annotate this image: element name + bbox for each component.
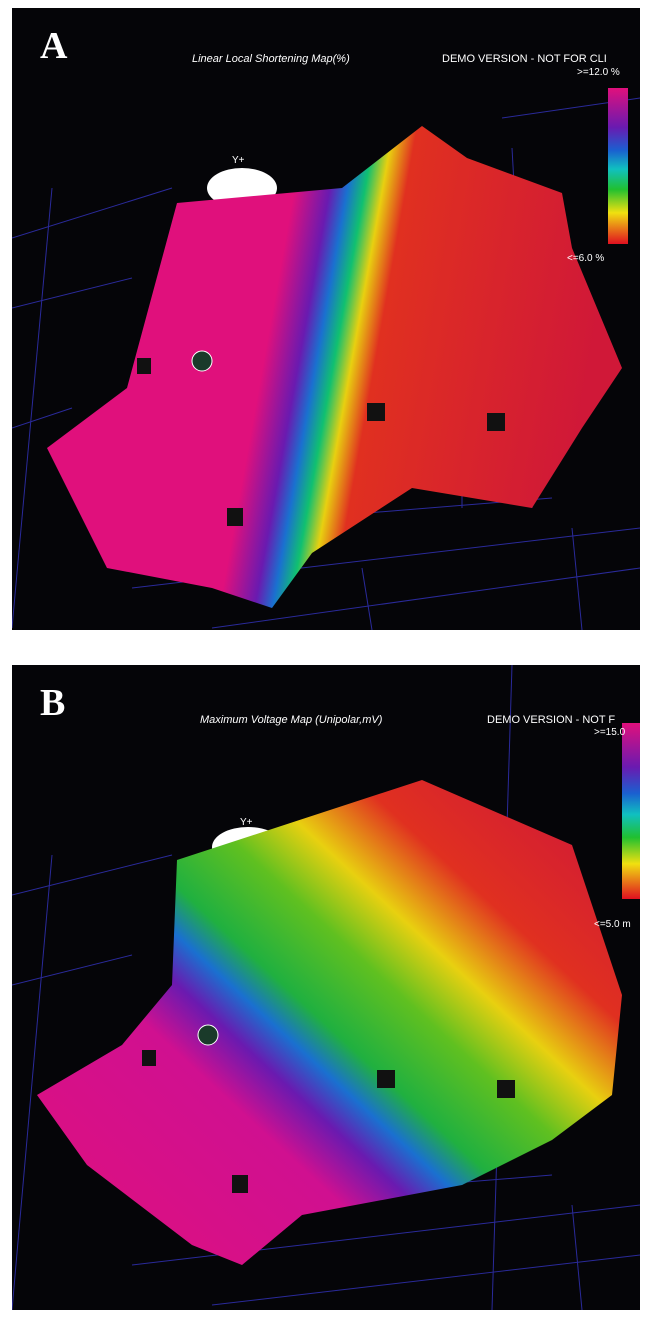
panel-label: A — [40, 25, 68, 67]
catheter-marker — [377, 1070, 395, 1088]
catheter-marker — [367, 403, 385, 421]
catheter-marker — [232, 1175, 248, 1193]
catheter-marker — [142, 1050, 156, 1066]
color-scale — [622, 723, 640, 899]
scale-min: <=6.0 % — [567, 253, 604, 264]
map-title: Maximum Voltage Map (Unipolar,mV) — [200, 714, 383, 726]
catheter-marker — [497, 1080, 515, 1098]
panel-label: B — [40, 682, 65, 724]
catheter-tip — [191, 350, 213, 372]
catheter-marker — [487, 413, 505, 431]
surface-map — [47, 126, 622, 608]
catheter-marker — [227, 508, 243, 526]
catheter-marker — [137, 358, 151, 374]
panel-a: A Linear Local Shortening Map(%) DEMO VE… — [12, 8, 640, 630]
panel-b: B Maximum Voltage Map (Unipolar,mV) DEMO… — [12, 665, 640, 1310]
scale-max: >=15.0 — [594, 727, 626, 738]
map-title: Linear Local Shortening Map(%) — [192, 53, 350, 65]
axis-label: Y+ — [240, 817, 253, 828]
watermark: DEMO VERSION - NOT F — [487, 714, 615, 726]
scale-min: <=5.0 m — [594, 919, 631, 930]
color-scale — [608, 88, 628, 244]
surface-map — [37, 780, 622, 1265]
axis-label: Y+ — [232, 155, 245, 166]
catheter-tip — [197, 1024, 219, 1046]
scale-max: >=12.0 % — [577, 67, 620, 78]
watermark: DEMO VERSION - NOT FOR CLI — [442, 53, 607, 65]
